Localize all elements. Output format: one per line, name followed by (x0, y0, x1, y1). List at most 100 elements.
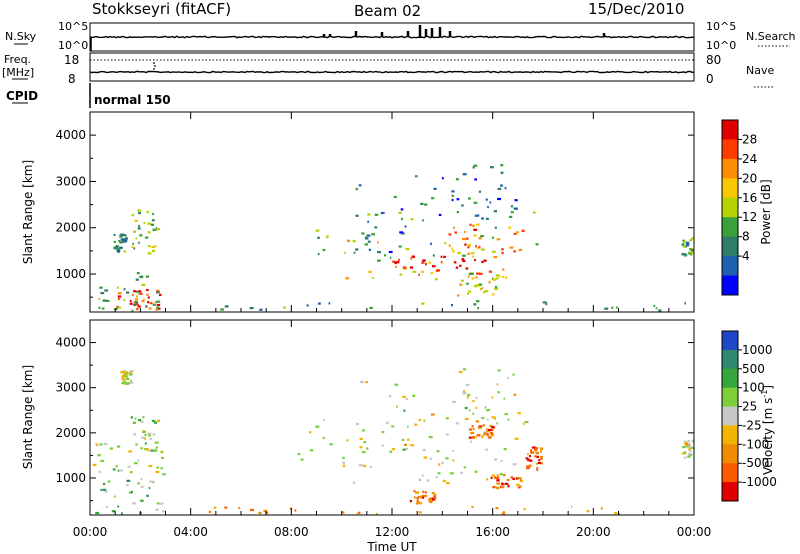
y-tick-label: 4000 (55, 336, 86, 350)
range-cell (451, 247, 454, 250)
range-cell (114, 495, 116, 498)
range-cell (121, 512, 123, 515)
range-cell (507, 485, 510, 488)
range-cell (690, 253, 693, 256)
range-cell (389, 256, 392, 259)
range-cell (421, 302, 425, 305)
range-cell (140, 478, 143, 481)
range-cell (472, 224, 475, 227)
range-cell (450, 304, 453, 307)
colorbar-tick-label: 25 (742, 400, 757, 414)
range-cell (367, 240, 371, 243)
range-cell (322, 436, 325, 440)
range-cell (342, 456, 345, 459)
range-cell (123, 299, 126, 302)
range-cell (414, 175, 418, 178)
colorbar-swatch (722, 387, 738, 407)
x-tick-label: 20:00 (576, 525, 611, 539)
range-cell (391, 425, 395, 428)
range-cell (476, 214, 480, 217)
range-cell (499, 473, 503, 476)
range-cell (500, 486, 505, 489)
range-cell (115, 465, 118, 468)
range-cell (519, 478, 522, 481)
range-cell (137, 482, 140, 485)
range-cell (146, 494, 149, 497)
range-cell (451, 198, 454, 202)
range-cell (491, 277, 494, 280)
range-cell (460, 471, 464, 474)
range-cell (490, 476, 493, 479)
range-cell (328, 302, 331, 305)
range-cell (344, 251, 346, 254)
colorbar-swatch (722, 236, 738, 257)
range-cell (512, 477, 516, 480)
range-cell (526, 465, 531, 468)
range-cell (687, 241, 690, 244)
range-cell (688, 452, 691, 456)
range-cell (500, 164, 504, 167)
nsky-label: N.Sky (5, 30, 37, 43)
range-cell (475, 276, 478, 279)
freq-panel-frame (89, 52, 695, 82)
range-cell (352, 240, 356, 243)
range-cell (398, 211, 402, 214)
range-cell (133, 462, 138, 465)
range-cell (614, 512, 618, 515)
velocity-ylabel: Slant Range [km] (21, 365, 35, 469)
range-cell (468, 275, 470, 278)
range-cell (135, 443, 138, 446)
range-cell (514, 437, 519, 440)
nsky-trace (90, 35, 695, 39)
range-cell (127, 465, 131, 468)
range-cell (432, 498, 436, 501)
range-cell (518, 248, 523, 251)
range-cell (126, 371, 129, 374)
range-cell (517, 412, 521, 415)
range-cell (430, 497, 434, 500)
range-cell (143, 437, 146, 440)
range-cell (103, 442, 108, 446)
range-cell (502, 474, 506, 477)
range-cell (410, 444, 414, 447)
range-cell (472, 427, 475, 431)
range-cell (688, 252, 691, 255)
range-cell (118, 240, 121, 243)
range-cell (462, 259, 466, 263)
range-cell (453, 261, 457, 264)
range-cell (407, 438, 410, 441)
range-cell (471, 425, 474, 428)
range-cell (540, 455, 543, 459)
range-cell (147, 296, 150, 299)
range-cell (329, 443, 333, 446)
range-cell (403, 409, 406, 412)
range-cell (126, 479, 131, 482)
range-cell (510, 205, 514, 208)
range-cell (486, 409, 490, 412)
range-cell (137, 227, 141, 230)
range-cell (258, 511, 262, 514)
range-cell (463, 390, 466, 393)
range-cell (514, 207, 518, 210)
range-cell (415, 491, 418, 494)
range-cell (690, 446, 694, 449)
range-cell (140, 420, 144, 423)
range-cell (484, 430, 489, 433)
range-cell (399, 273, 403, 276)
range-cell (470, 272, 474, 275)
range-cell (430, 242, 432, 245)
range-cell (377, 251, 381, 254)
range-cell (686, 446, 691, 449)
range-cell (498, 482, 501, 485)
range-cell (501, 482, 504, 485)
range-cell (536, 455, 540, 458)
range-cell (141, 275, 143, 278)
range-cell (444, 242, 447, 245)
range-cell (431, 413, 435, 416)
range-cell (122, 378, 125, 381)
range-cell (492, 236, 494, 239)
range-cell (119, 241, 123, 244)
range-cell (117, 249, 121, 252)
colorbar-tick-label: -1000 (742, 475, 777, 489)
range-cell (474, 178, 477, 181)
